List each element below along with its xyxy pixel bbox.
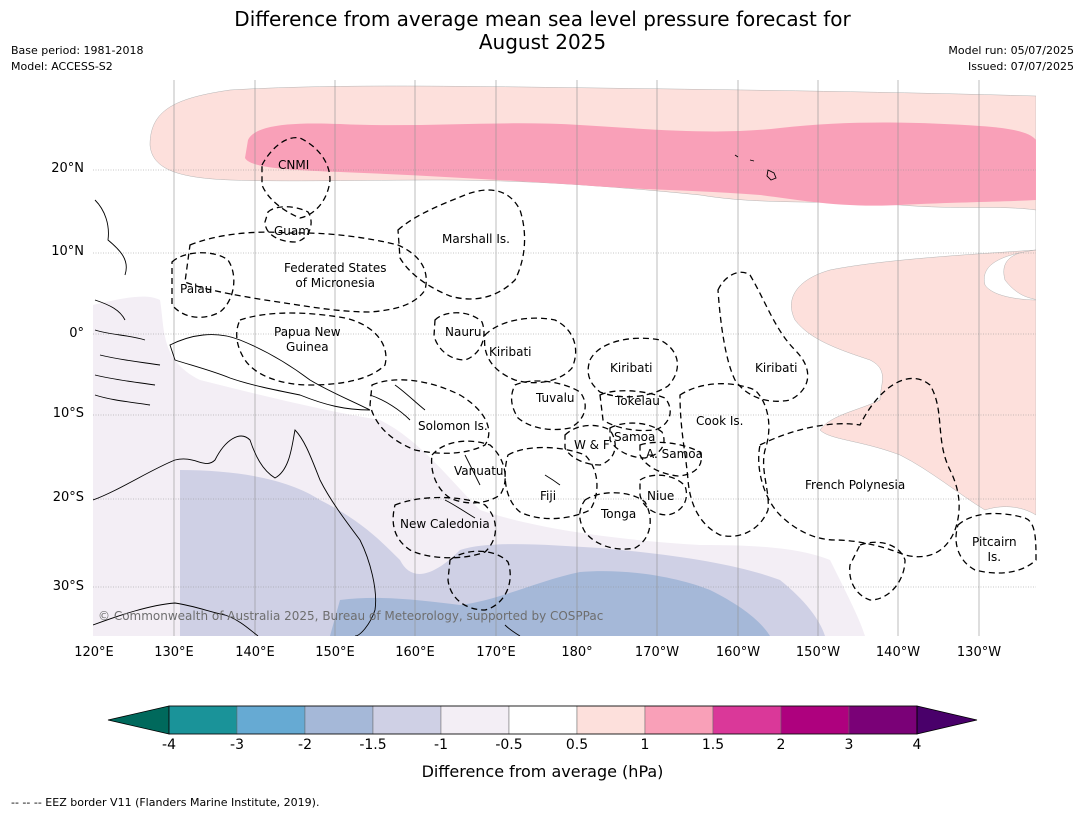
colorbar-segment (440, 705, 510, 735)
lon-label-140w: 140°W (875, 645, 921, 660)
colorbar-tick-label: -3 (230, 737, 244, 753)
colorbar-tick-label: -1.5 (359, 737, 387, 753)
colorbar-tick-label: 0.5 (565, 737, 589, 753)
label-kiribati-line: Kiribati (755, 361, 798, 375)
colorbar-segment (576, 705, 646, 735)
colorbar-tick-label: -2 (298, 737, 312, 753)
colorbar-tick-label: 1.5 (701, 737, 725, 753)
lon-label-150w: 150°W (795, 645, 841, 660)
base-period-info: Base period: 1981-2018 Model: ACCESS-S2 (11, 44, 144, 73)
colorbar-segment (848, 705, 918, 735)
colorbar-over-triangle (916, 705, 978, 735)
label-french-polynesia: French Polynesia (805, 478, 906, 492)
lon-label-150e: 150°E (315, 645, 355, 660)
lat-label-10s: 10°S (52, 406, 84, 421)
label-guam: Guam (274, 224, 310, 238)
label-fiji: Fiji (540, 489, 557, 503)
colorbar-segment (304, 705, 374, 735)
lon-label-180: 180° (561, 645, 593, 660)
colorbar (107, 705, 978, 735)
label-tokelau: Tokelau (615, 394, 660, 408)
colorbar-tick-label: 4 (912, 737, 922, 753)
map-title: Difference from average mean sea level p… (234, 7, 851, 54)
copyright-notice: © Commonwealth of Australia 2025, Bureau… (98, 609, 604, 623)
label-kiribati-phoenix: Kiribati (610, 361, 653, 375)
anomaly-band-1-1.5 (245, 122, 1036, 206)
label-tuvalu: Tuvalu (536, 391, 575, 405)
label-cnmi: CNMI (278, 158, 310, 172)
colorbar-under-triangle (107, 705, 170, 735)
lon-label-120e: 120°E (74, 645, 114, 660)
coastlines (93, 154, 777, 636)
colorbar-segment (508, 705, 578, 735)
colorbar-segment (780, 705, 850, 735)
colorbar-segment (236, 705, 306, 735)
anomaly-band-minus1.5-minus2 (330, 571, 770, 636)
label-pitcairn-is: Pitcairn Is. (972, 535, 1017, 564)
graticule (93, 80, 1036, 636)
lat-label-20s: 20°S (52, 490, 84, 505)
label-solomon-is: Solomon Is. (418, 419, 488, 433)
label-palau: Palau (180, 282, 213, 296)
label-tonga: Tonga (601, 507, 637, 521)
colorbar-segment (644, 705, 714, 735)
colorbar-frame (168, 705, 918, 735)
label-new-caledonia: New Caledonia (400, 517, 490, 531)
label-marshall-is: Marshall Is. (442, 232, 510, 246)
colorbar-tick-label: 1 (640, 737, 650, 753)
colorbar-tick-label: -4 (162, 737, 176, 753)
colorbar-tick-label: 3 (844, 737, 854, 753)
lon-label-170w: 170°W (634, 645, 680, 660)
label-samoa: Samoa (614, 430, 656, 444)
eez-border-legend: -- -- -- EEZ border V11 (Flanders Marine… (11, 796, 320, 809)
lat-label-0: 0° (69, 326, 84, 341)
lon-label-160w: 160°W (715, 645, 761, 660)
colorbar-tick-label: 2 (776, 737, 786, 753)
model-run-info: Model run: 05/07/2025 Issued: 07/07/2025 (948, 44, 1074, 73)
colorbar-title: Difference from average (hPa) (421, 762, 664, 781)
label-cook-is: Cook Is. (696, 414, 744, 428)
label-kiribati-gilbert: Kiribati (489, 345, 532, 359)
colorbar-segment (712, 705, 782, 735)
lon-label-160e: 160°E (395, 645, 435, 660)
label-wallis-futuna: W & F (574, 438, 610, 452)
lon-label-130e: 130°E (154, 645, 194, 660)
lat-label-20n: 20°N (51, 161, 84, 176)
label-american-samoa: A. Samoa (646, 447, 703, 461)
colorbar-segment (372, 705, 442, 735)
label-nauru: Nauru (445, 325, 482, 339)
lat-label-10n: 10°N (51, 244, 84, 259)
anomaly-band-0.5-1-east (791, 249, 1036, 516)
label-fsm: Federated States of Micronesia (284, 261, 387, 290)
colorbar-tick-label: -1 (434, 737, 448, 753)
colorbar-segment (168, 705, 238, 735)
colorbar-tick-label: -0.5 (495, 737, 523, 753)
label-niue: Niue (647, 489, 675, 503)
lon-label-130w: 130°W (956, 645, 1002, 660)
lat-label-30s: 30°S (52, 579, 84, 594)
lon-label-140e: 140°E (235, 645, 275, 660)
pressure-anomaly-map (93, 80, 1037, 636)
lon-label-170e: 170°E (476, 645, 516, 660)
label-vanuatu: Vanuatu (454, 464, 504, 478)
label-png: Papua New Guinea (274, 325, 341, 354)
eez-borders (171, 137, 1037, 611)
